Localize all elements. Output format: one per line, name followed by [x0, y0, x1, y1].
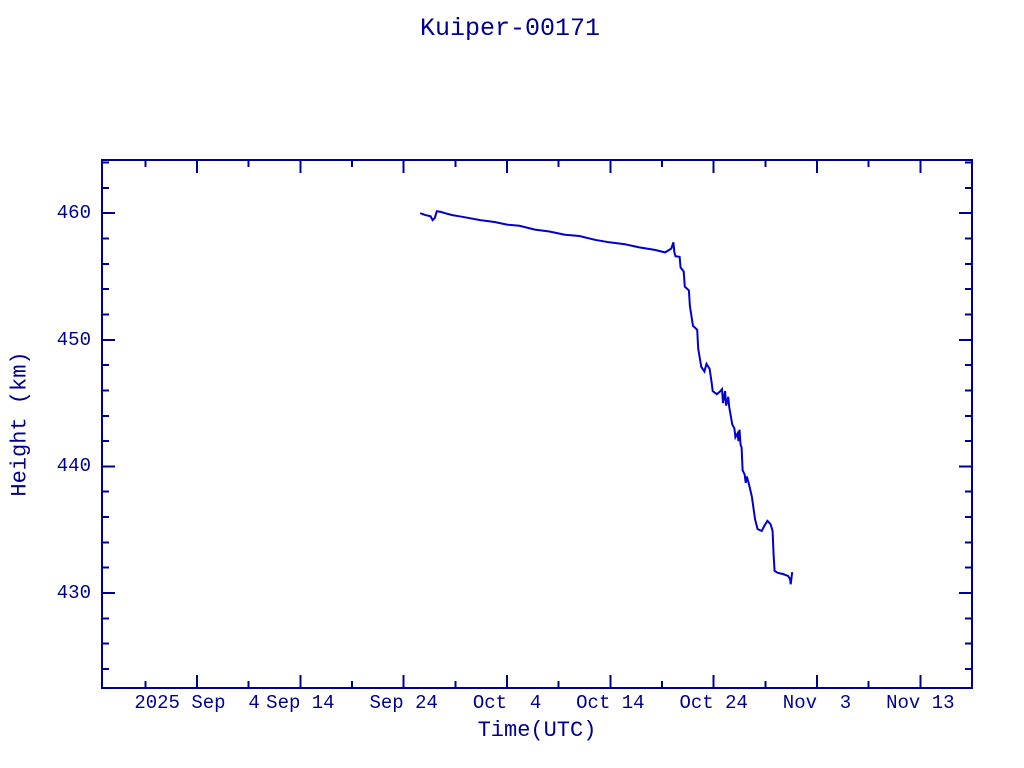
x-axis-label: Time(UTC)	[477, 718, 597, 743]
x-tick-label: Oct 24	[679, 692, 748, 714]
y-tick-label: 460	[56, 202, 91, 225]
x-tick-label: Sep 24	[369, 692, 438, 714]
x-tick-label: Nov 3	[782, 692, 852, 714]
x-tick-label: Oct 4	[472, 692, 542, 714]
x-tick-label: Nov 13	[886, 692, 955, 714]
x-tick-label: Oct 14	[576, 692, 645, 714]
y-tick-label: 450	[56, 328, 91, 351]
chart-title: Kuiper-00171	[419, 14, 601, 43]
height-curve	[419, 210, 794, 585]
x-tick-label: Sep 14	[266, 692, 335, 714]
y-tick-label: 430	[56, 582, 91, 605]
plot-frame	[101, 159, 973, 689]
x-tick-label: 2025 Sep 4	[134, 692, 260, 714]
y-tick-label: 440	[56, 455, 91, 478]
